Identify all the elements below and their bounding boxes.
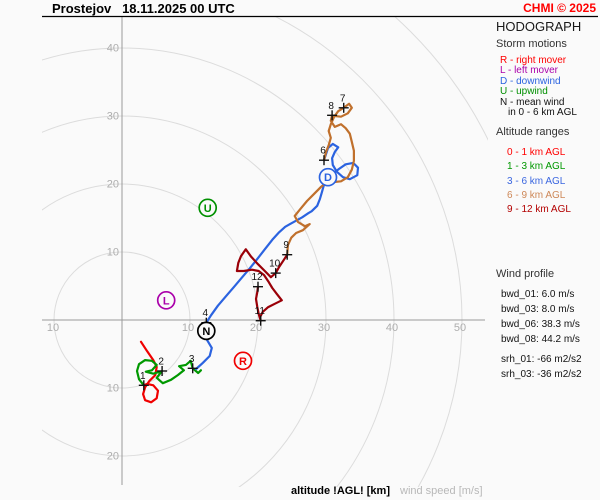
wind-profile-bwd-item: bwd_01: 6.0 m/s: [501, 289, 575, 300]
storm-marker-letter-U: U: [204, 203, 212, 215]
axis-tick-label: 20: [107, 451, 119, 463]
axis-tick-label: 40: [386, 322, 398, 334]
storm-marker-circle-L: [156, 290, 176, 310]
altitude-range-item: 0 - 1 km AGL: [507, 147, 566, 158]
page-title: Prostejov 18.11.2025 00 UTC: [52, 1, 235, 16]
storm-motion-item: in 0 - 6 km AGL: [508, 107, 577, 119]
height-marker-label: 7: [340, 93, 346, 104]
altitude-range-item: 6 - 9 km AGL: [507, 189, 566, 201]
storm-marker-circle-R: [233, 351, 253, 371]
marker-axis-label: altitude !AGL! [km]: [291, 485, 390, 497]
height-marker-label: 3: [189, 354, 195, 365]
wind-profile-bwd-item: bwd_03: 8.0 m/s: [501, 304, 575, 315]
trace-1-3km: [135, 359, 202, 387]
height-marker-label: 12: [251, 272, 263, 283]
axis-tick-label: 40: [107, 43, 119, 55]
wind-profile-bwd-item: bwd_08: 44.2 m/s: [501, 334, 580, 345]
axis-tick-label: 20: [107, 179, 119, 191]
wind-profile-heading: Wind profile: [496, 268, 555, 280]
axis-tick-label: 10: [47, 322, 59, 334]
axis-tick-label: 30: [107, 111, 119, 123]
altitude-range-item: 3 - 6 km AGL: [507, 175, 566, 187]
height-marker-label: 10: [269, 259, 281, 270]
wind-speed-axis-label: wind speed [m/s]: [400, 485, 483, 497]
axis-tick-label: 10: [107, 383, 119, 395]
altitude-range-item: 9 - 12 km AGL: [507, 204, 571, 216]
height-marker-label: 2: [158, 357, 164, 368]
storm-marker-letter-L: L: [163, 295, 170, 307]
height-marker-label: 4: [203, 308, 209, 319]
altitude-ranges-list: 0 - 1 km AGL 1 - 3 km AGL 3 - 6 km AGL 6 - …: [507, 146, 571, 217]
storm-motion-item: R - right mover: [500, 55, 567, 66]
wind-profile-bwd-item: bwd_06: 38.3 m/s: [501, 319, 580, 330]
storm-marker-circle-U: [198, 198, 218, 218]
storm-marker-letter-N: N: [202, 326, 210, 338]
altitude-ranges-heading: Altitude ranges: [496, 126, 570, 138]
storm-motion-item: N - mean wind: [500, 96, 565, 108]
storm-marker-circle-D: [318, 167, 338, 187]
axis-tick-label: 10: [182, 322, 194, 334]
trace-6-9km: [286, 102, 355, 256]
axis-tick-label: 20: [250, 322, 262, 334]
height-marker-label: 9: [283, 240, 289, 251]
altitude-range-item: 1 - 3 km AGL: [507, 161, 566, 173]
wind-profile-bwd-list: bwd_01: 6.0 m/s bwd_03: 8.0 m/s bwd_06: 38…: [501, 287, 580, 347]
axis-tick-label: 10: [107, 247, 119, 259]
storm-motion-item: D - downwind: [500, 75, 561, 87]
storm-marker-letter-R: R: [239, 356, 247, 368]
storm-motions-list: R - right mover L - left mover D - downwin…: [500, 55, 577, 119]
height-marker-label: 11: [255, 306, 266, 317]
wind-profile-srh-item: srh_01: -66 m2/s2: [501, 354, 582, 365]
axis-tick-label: 30: [318, 322, 330, 334]
height-marker-label: 6: [320, 146, 326, 157]
storm-motion-item: L - left mover: [500, 65, 558, 77]
panel-heading: HODOGRAPH: [496, 19, 582, 34]
storm-marker-circle-N: [196, 321, 216, 341]
storm-motions-heading: Storm motions: [496, 38, 567, 50]
wind-profile-srh-item: srh_03: -36 m2/s2: [501, 369, 582, 380]
height-marker-label: 1: [140, 371, 146, 382]
wind-profile-srh-list: srh_01: -66 m2/s2 srh_03: -36 m2/s2: [501, 352, 582, 382]
storm-marker-letter-D: D: [324, 172, 332, 184]
copyright-label: CHMI © 2025: [523, 1, 596, 15]
height-marker-label: 8: [328, 101, 334, 112]
axis-tick-label: 50: [454, 322, 466, 334]
grid-ring: [275, 17, 463, 487]
storm-motion-item: U - upwind: [500, 86, 548, 98]
trace-3-6km: [195, 142, 360, 371]
